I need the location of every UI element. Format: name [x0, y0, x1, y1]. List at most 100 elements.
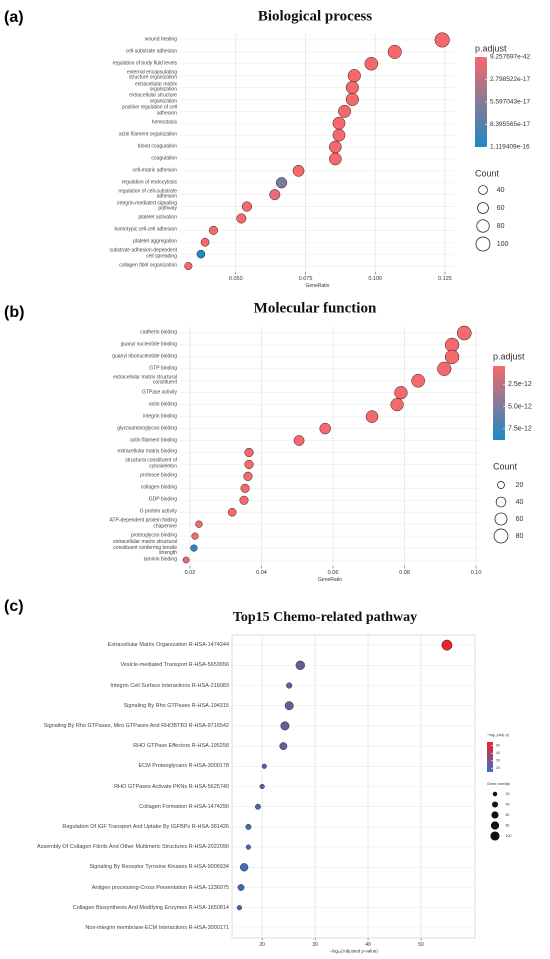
plot-area [180, 34, 455, 272]
x-tick-label: 20 [259, 942, 265, 948]
category-label: Collagen Biosynthesis And Modifying Enzy… [72, 904, 229, 911]
dot [365, 410, 379, 423]
category-label: Extracellular Matrix Organization R-HSA-… [107, 642, 229, 649]
dot [182, 556, 190, 564]
category-label: protease binding [140, 472, 177, 479]
dot [241, 201, 253, 212]
size-legend-label: 80 [506, 823, 510, 827]
category-label: Integrin Cell Surface Interactions R-HSA… [110, 682, 229, 689]
category-label: wound healing [144, 36, 177, 43]
color-legend-title: p.adjust [475, 43, 507, 53]
size-legend-label: 100 [497, 241, 509, 248]
size-legend-label: 80 [497, 223, 505, 230]
panel-label: (b) [4, 304, 24, 321]
colorbar-label: 30 [496, 759, 500, 763]
category-label: regulation of cell-substrate adhesion [118, 188, 177, 200]
x-axis-label: GeneRatio [306, 283, 330, 289]
dot [259, 783, 265, 790]
colorbar [493, 366, 505, 440]
category-label: GTP binding [149, 365, 177, 372]
dot [245, 823, 252, 830]
category-label: cell-matrix adhesion [132, 167, 177, 174]
colorbar-label: 50 [496, 744, 500, 748]
x-tick-label: 50 [418, 942, 424, 948]
chart-title: Top15 Chemo-related pathway [233, 610, 417, 625]
dot [345, 81, 359, 95]
x-axis-label: GeneRatio [318, 577, 342, 583]
category-label: GDP binding [148, 496, 177, 503]
category-label: RHO GTPase Effectors R-HSA-195258 [133, 743, 229, 750]
size-legend-dot [497, 481, 505, 489]
category-label: Regulation Of IGF Transport And Uptake B… [62, 823, 229, 830]
category-label: glycosaminoglycan binding [117, 424, 177, 431]
dot [243, 471, 253, 481]
dot [332, 128, 346, 142]
category-label: Signaling By Rho GTPases, Miro GTPases A… [43, 722, 229, 729]
dot [293, 435, 305, 446]
dot [261, 763, 267, 769]
x-tick-label: 0.125 [438, 276, 452, 282]
size-legend-dot [476, 219, 490, 233]
dot [338, 104, 351, 118]
dot [191, 532, 199, 540]
x-tick-label: 30 [312, 942, 318, 948]
category-label: regulation of endocytosis [121, 179, 177, 185]
category-label: extracellular matrix organization [135, 81, 177, 93]
dot [286, 682, 293, 689]
category-label: substrate adhesion-dependent cell spread… [109, 247, 177, 260]
category-label: Signaling By Receptor Tyrosine Kinases R… [89, 864, 229, 871]
dot [347, 69, 361, 83]
category-label: hemostasis [151, 119, 177, 126]
category-label: Non-integrin membrane-ECM Interactions R… [85, 924, 229, 931]
x-tick-label: 0.04 [256, 570, 267, 576]
color-legend-title: p.adjust [493, 351, 525, 361]
size-legend-label: 40 [497, 187, 505, 194]
panel-label: (c) [4, 598, 24, 615]
plot-area [180, 327, 480, 566]
dot [196, 249, 206, 259]
dot [195, 520, 203, 528]
dot [279, 742, 288, 750]
dot [208, 225, 218, 235]
size-legend-dot [475, 236, 491, 252]
x-tick-label: 0.075 [299, 276, 313, 282]
size-legend-label: 80 [516, 533, 524, 540]
dot [364, 56, 379, 71]
size-legend-dot [490, 821, 500, 830]
category-label: actin filament binding [130, 436, 177, 443]
x-tick-label: 0.06 [328, 570, 339, 576]
dot [444, 349, 460, 365]
dot [240, 483, 250, 493]
category-label: extracellular matrix structural constitu… [113, 538, 177, 556]
colorbar-label: 40 [496, 751, 500, 755]
colorbar-label: 9.257697e-42 [490, 54, 531, 61]
x-tick-label: 0.100 [368, 276, 382, 282]
chart-title: Biological process [258, 8, 372, 24]
chart-title: Molecular function [254, 300, 377, 316]
colorbar [475, 57, 487, 147]
size-legend-dot [494, 512, 508, 526]
dot [456, 325, 472, 341]
dot [387, 44, 402, 59]
category-label: RHO GTPases Activate PKNs R-HSA-5625740 [114, 783, 229, 790]
size-legend-label: 100 [506, 834, 512, 838]
category-label: blood coagulation [137, 143, 177, 150]
category-label: external encapsulating structure organiz… [126, 69, 177, 81]
dot [244, 459, 254, 470]
category-label: Signaling By Rho GTPases R-HSA-194315 [123, 702, 229, 709]
category-label: structural constituent of cytoskeleton [125, 457, 177, 470]
panel-label: (a) [4, 9, 24, 26]
size-legend-label: 60 [506, 813, 510, 817]
dot [200, 237, 210, 247]
colorbar-label: 5.0e-12 [508, 403, 532, 410]
category-label: cell-substrate adhesion [125, 48, 177, 55]
size-legend-dot [493, 528, 509, 544]
size-legend-title: Count [475, 168, 500, 178]
dot [390, 398, 404, 412]
dot [239, 495, 249, 505]
size-legend-dot [491, 811, 499, 819]
size-legend-dot [490, 831, 500, 841]
size-legend-label: 20 [516, 482, 524, 489]
